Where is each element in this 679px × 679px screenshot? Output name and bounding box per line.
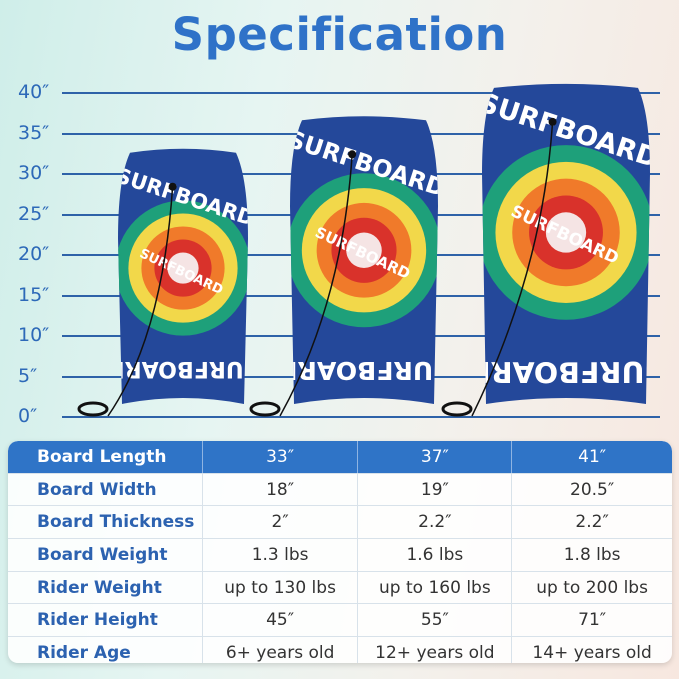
table-cell: 20.5″ xyxy=(511,473,672,506)
row-label: Rider Height xyxy=(37,610,158,631)
table-cell: 2.2″ xyxy=(357,506,511,539)
table-cell: 37″ xyxy=(357,441,511,473)
spec-table: Board Length 33″ 37″ 41″ Board Width 18″ 19″ 20… xyxy=(8,441,672,663)
table-cell: 55″ xyxy=(357,604,511,637)
row-label: Board Weight xyxy=(37,544,168,565)
leash-cord xyxy=(107,186,174,417)
table-cell: 1.6 lbs xyxy=(357,539,511,571)
row-label: Board Width xyxy=(37,479,157,500)
table-cell: 2.2″ xyxy=(511,506,672,539)
board-print-text: SURFBOARD xyxy=(106,356,259,382)
scale-row: 0″ xyxy=(0,405,660,436)
board-print-text: SURFBOARD xyxy=(467,355,665,389)
table-cell: 18″ xyxy=(201,473,358,506)
table-cell: 1.8 lbs xyxy=(511,539,672,571)
row-label: Rider Weight xyxy=(37,577,162,598)
table-cell: 6+ years old xyxy=(201,637,358,663)
row-label: Rider Age xyxy=(37,642,131,663)
scale-label: 30″ xyxy=(18,162,50,184)
table-cell: 33″ xyxy=(201,441,358,473)
scale-label: 40″ xyxy=(18,81,50,103)
table-row: Board Width 18″ 19″ 20.5″ xyxy=(8,473,672,507)
scale-label: 35″ xyxy=(18,121,50,144)
table-cell: up to 200 lbs xyxy=(511,571,672,604)
table-cell: 45″ xyxy=(201,604,358,637)
table-header-row: Board Length 33″ 37″ 41″ xyxy=(8,441,672,474)
leash-cuff-icon xyxy=(441,401,473,417)
table-cell: 12+ years old xyxy=(357,637,511,663)
row-label: Board Length xyxy=(37,446,167,467)
table-cell: 41″ xyxy=(511,441,672,473)
scale-label: 10″ xyxy=(18,324,50,346)
table-row: Board Thickness 2″ 2.2″ 2.2″ xyxy=(8,506,672,540)
scale-label: 15″ xyxy=(18,283,50,306)
table-cell: up to 130 lbs xyxy=(201,571,358,604)
bodyboards-illustration: SURFBOARDSURFBOARDSURFBOARDSURFBOARDSURF… xyxy=(77,83,665,417)
leash-cord xyxy=(471,121,554,417)
scale-label: 5″ xyxy=(18,364,38,387)
leash-cuff-icon xyxy=(249,401,281,417)
table-cell: up to 160 lbs xyxy=(357,571,511,604)
table-cell: 71″ xyxy=(511,604,672,637)
table-cell: 2″ xyxy=(201,506,358,539)
table-row: Board Weight 1.3 lbs 1.6 lbs 1.8 lbs xyxy=(8,539,672,572)
leash-cuff-icon xyxy=(77,401,109,417)
table-row: Rider Height 45″ 55″ 71″ xyxy=(8,604,672,638)
scale-line xyxy=(62,92,660,94)
row-label: Board Thickness xyxy=(37,512,195,533)
table-cell: 1.3 lbs xyxy=(201,539,358,571)
scale-label: 20″ xyxy=(18,243,50,265)
scale-line xyxy=(62,416,660,418)
scale-row: 40″ xyxy=(0,81,660,112)
table-row: Rider Weight up to 130 lbs up to 160 lbs up… xyxy=(8,571,672,605)
page-title: Specification xyxy=(171,8,508,61)
table-cell: 14+ years old xyxy=(511,637,672,663)
board-print-text: SURFBOARD xyxy=(277,356,452,385)
table-cell: 19″ xyxy=(357,473,511,506)
scale-label: 25″ xyxy=(18,202,50,225)
table-row: Rider Age 6+ years old 12+ years old 14+ ye… xyxy=(8,637,672,663)
leash-cord xyxy=(279,154,353,417)
scale-label: 0″ xyxy=(18,405,38,427)
